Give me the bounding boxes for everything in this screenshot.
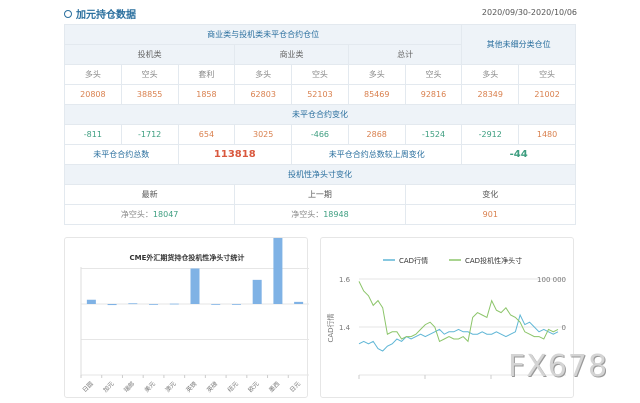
position-value: 38855 (120, 84, 179, 105)
change-value: -1524 (404, 124, 463, 145)
bar (190, 268, 200, 304)
change-value: 654 (177, 124, 236, 145)
legend-cad: CAD行情 (399, 256, 428, 265)
position-value: 85469 (347, 84, 406, 105)
x-tick-label: 日元 (289, 380, 302, 393)
column-label: 多头 (64, 64, 122, 85)
bar (273, 236, 283, 304)
section-main: 商业类与投机类未平仓合约仓位 (63, 24, 463, 45)
x-tick-label: 澳元 (164, 380, 178, 394)
circle-icon (64, 9, 72, 18)
net-change: 901 (404, 204, 577, 225)
total-label: 未平仓合约总数 (64, 144, 179, 165)
total-change-label: 未平仓合约总数较上周变化 (291, 144, 463, 165)
bar (128, 303, 138, 305)
watermark: FX678 (508, 349, 609, 384)
x-tick-label: 纽元 (226, 380, 240, 394)
legend-net: CAD投机性净头寸 (465, 256, 522, 265)
net-latest-label: 净空头： (120, 210, 153, 219)
column-label: 空头 (120, 64, 179, 85)
column-label: 多头 (234, 64, 293, 85)
net-prev: 净空头：18948 (234, 204, 406, 225)
group-speculative: 投机类 (63, 44, 236, 65)
bar (294, 301, 304, 304)
net-header-prev: 上一期 (234, 184, 406, 205)
column-label: 多头 (347, 64, 406, 85)
net-header-latest: 最新 (63, 184, 236, 205)
bar-chart-panel: CME外汇期货持仓投机性净头寸统计日圆 加元 瑞郎 美元 澳元 英镑 英磅 纽元 欧元 墨西 日元 (64, 236, 309, 398)
bar (169, 303, 179, 305)
bar (252, 279, 262, 304)
bar (107, 304, 117, 306)
group-commercial: 商业类 (234, 44, 349, 65)
position-value: 21002 (518, 84, 576, 105)
left-tick-label: 1.6 (339, 276, 351, 284)
position-value: 52103 (291, 84, 349, 105)
positions-table: 商业类与投机类未平仓合约仓位 其他未细分类仓位 投机类 商业类 总计 多头 空头 套利 多头… (63, 24, 577, 225)
right-tick-label: 0 (562, 324, 566, 332)
position-value: 62803 (234, 84, 293, 105)
column-label: 多头 (461, 64, 520, 85)
column-label: 空头 (291, 64, 349, 85)
bar (211, 304, 221, 305)
change-value: -1712 (120, 124, 179, 145)
change-value: 1480 (518, 124, 576, 145)
change-value: -811 (64, 124, 122, 145)
line-chart: CAD行情 CAD投机性净头寸 1.6 1.4 100 000 0 CAD行情 (326, 256, 566, 379)
total-change-value: -44 (461, 144, 576, 165)
column-label: 套利 (177, 64, 236, 85)
x-tick-label: 欧元 (246, 380, 260, 394)
net-prev-label: 净空头： (291, 210, 324, 219)
position-value: 1858 (177, 84, 236, 105)
position-value: 20808 (64, 84, 122, 105)
chart-title: CME外汇期货持仓投机性净头寸统计 (130, 253, 245, 262)
position-value: 28349 (461, 84, 520, 105)
series-line-net-position (358, 281, 559, 343)
position-value: 92816 (404, 84, 463, 105)
group-total: 总计 (347, 44, 463, 65)
column-label: 空头 (518, 64, 576, 85)
x-tick-label: 加元 (101, 380, 115, 394)
x-tick-label: 美元 (143, 380, 157, 394)
net-latest: 净空头：18047 (63, 204, 236, 225)
change-value: -2912 (461, 124, 520, 145)
page-title: 加元持仓数据 (64, 6, 136, 21)
y-axis-label: CAD行情 (326, 313, 335, 342)
bar (86, 299, 96, 304)
x-tick-label: 瑞郎 (122, 380, 136, 394)
title-text: 加元持仓数据 (76, 10, 136, 21)
section-other: 其他未细分类仓位 (461, 24, 576, 65)
net-title: 投机性净头寸变化 (64, 164, 576, 185)
change-value: 3025 (234, 124, 293, 145)
date-range: 2020/09/30-2020/10/06 (481, 8, 577, 17)
net-prev-value: 18948 (323, 210, 349, 219)
x-tick-label: 英磅 (205, 380, 219, 394)
series-line-cad (358, 313, 559, 352)
left-tick-label: 1.4 (339, 324, 351, 332)
right-tick-label: 100 000 (537, 276, 566, 284)
column-label: 空头 (404, 64, 463, 85)
change-value: 2868 (347, 124, 406, 145)
x-tick-label: 英镑 (184, 380, 198, 394)
bar (149, 304, 159, 305)
net-latest-value: 18047 (152, 210, 179, 219)
x-tick-label: 墨西 (268, 380, 281, 393)
x-tick-label: 日圆 (81, 380, 94, 393)
total-value: 113818 (177, 144, 293, 165)
change-value: -466 (291, 124, 349, 145)
change-title: 未平仓合约变化 (64, 104, 576, 125)
bar (231, 304, 241, 305)
net-header-change: 变化 (404, 184, 577, 205)
line-chart-panel: CAD行情 CAD投机性净头寸 1.6 1.4 100 000 0 CAD行情 (320, 237, 574, 398)
